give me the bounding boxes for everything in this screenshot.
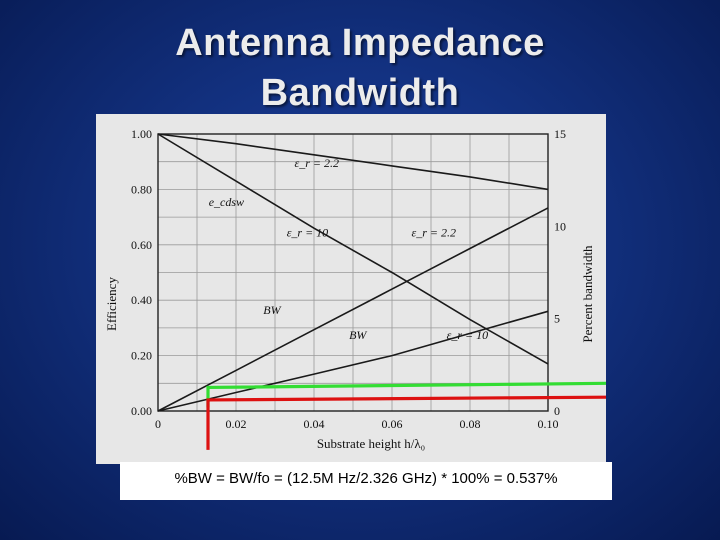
- y-left-tick-label: 0.00: [131, 404, 152, 418]
- y-right-tick-label: 0: [554, 404, 560, 418]
- green-overlay-line: [206, 381, 606, 408]
- series-line-2: [157, 133, 549, 365]
- chart-annotation: e_cdsw: [209, 195, 244, 209]
- x-tick-label: 0.08: [460, 417, 481, 431]
- y-axis-label-right: Percent bandwidth: [580, 245, 595, 343]
- chart-annotation: BW: [263, 303, 281, 317]
- chart-annotation: BW: [349, 328, 367, 342]
- y-left-tick-label: 0.80: [131, 182, 152, 196]
- y-right-tick-label: 10: [554, 219, 566, 233]
- chart-annotation: ε_r = 2.2: [412, 225, 457, 239]
- y-left-tick-label: 0.40: [131, 293, 152, 307]
- series-line-1: [157, 133, 549, 191]
- slide-title: Antenna Impedance Bandwidth: [0, 18, 720, 118]
- series-line-4: [157, 310, 549, 412]
- y-axis-label-left: Efficiency: [104, 277, 119, 331]
- chart-annotation: ε_r = 2.2: [295, 156, 340, 170]
- formula-box: [120, 462, 612, 500]
- chart-axes: [157, 133, 549, 412]
- chart-ticks: 0 0.02 0.04 0.06 0.08 0.10 0.00 0.20 0.40 0.60 0.8…: [131, 127, 566, 431]
- slide-title-line-2: Bandwidth: [260, 72, 460, 114]
- chart-annotation: ε_r = 10: [287, 225, 329, 239]
- y-left-tick-label: 1.00: [131, 127, 152, 141]
- slide-title-line-1: Antenna Impedance: [175, 22, 545, 64]
- x-tick-label: 0.06: [382, 417, 403, 431]
- chart-annotations: ε_r = 2.2 e_cdsw ε_r = 10 ε_r = 2.2 BW BW ε_r …: [209, 156, 488, 342]
- series-line-3: [157, 207, 549, 412]
- y-left-tick-label: 0.20: [131, 349, 152, 363]
- bandwidth-formula: %BW = BW/fo = (12.5M Hz/2.326 GHz) * 100…: [174, 470, 558, 487]
- x-tick-label: 0.02: [226, 417, 247, 431]
- x-tick-label: 0: [155, 417, 161, 431]
- y-right-tick-label: 15: [554, 127, 566, 141]
- red-overlay-line: [206, 395, 606, 450]
- plot-frame: [157, 133, 549, 412]
- y-right-tick-label: 5: [554, 312, 560, 326]
- efficiency-bandwidth-chart: 0 0.02 0.04 0.06 0.08 0.10 0.00 0.20 0.40 0.60 0.8…: [104, 127, 606, 451]
- y-left-tick-label: 0.60: [131, 238, 152, 252]
- scanned-figure: 0 0.02 0.04 0.06 0.08 0.10 0.00 0.20 0.40 0.60 0.8…: [96, 114, 606, 464]
- x-tick-label: 0.10: [538, 417, 559, 431]
- chart-annotation: ε_r = 10: [447, 328, 489, 342]
- x-axis-label: Substrate height h/λ₀: [317, 436, 425, 451]
- x-tick-label: 0.04: [304, 417, 325, 431]
- chart-overlays: [206, 381, 606, 450]
- chart-grid: [157, 133, 549, 412]
- chart-series: [157, 133, 549, 412]
